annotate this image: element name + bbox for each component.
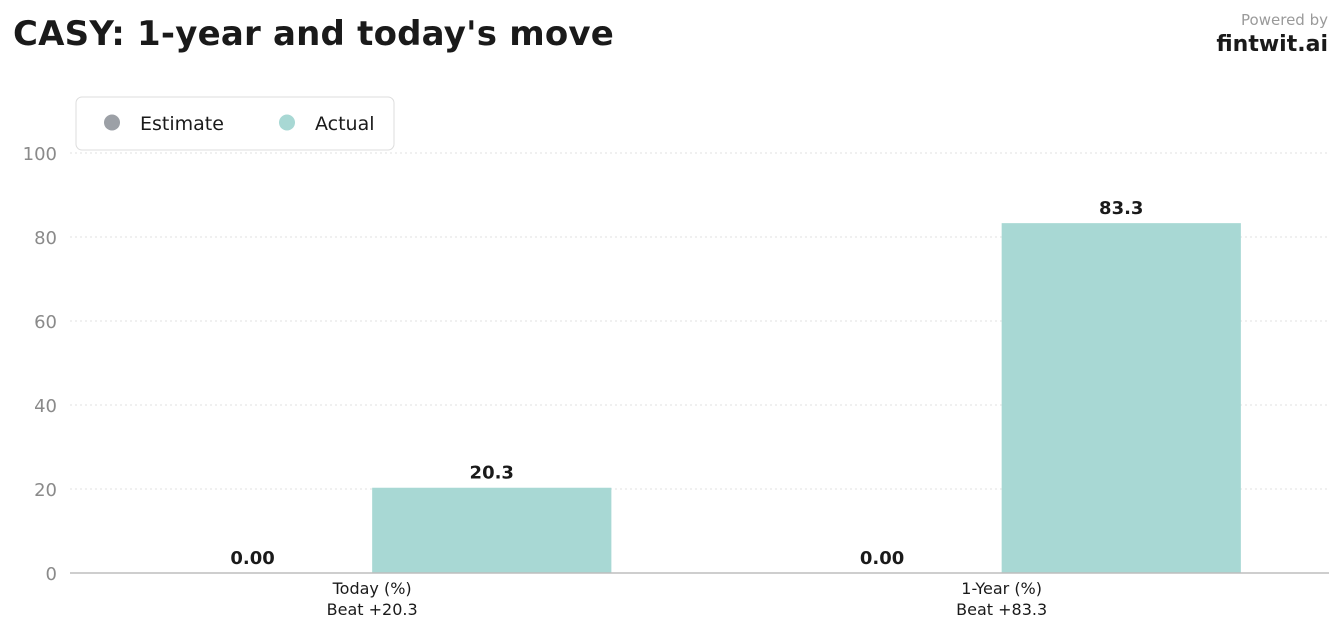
- legend-marker-actual: [279, 114, 295, 131]
- legend: Estimate Actual: [75, 96, 395, 151]
- legend-box: [75, 96, 395, 151]
- bar-actual: [1001, 223, 1241, 573]
- legend-marker-estimate: [104, 114, 120, 131]
- x-category-sublabel: Beat +83.3: [956, 600, 1047, 619]
- legend-label-estimate: Estimate: [140, 113, 224, 135]
- y-tick-label: 80: [34, 228, 57, 249]
- y-tick-label: 20: [34, 480, 57, 501]
- x-category-sublabel: Beat +20.3: [327, 600, 418, 619]
- data-label-actual: 20.3: [470, 463, 514, 484]
- labels-layer: 0.00 20.3 Today (%) Beat +20.3 0.00 83.3 1-Yea…: [230, 198, 1143, 619]
- axis-layer: 0 20 40 60 80 100: [23, 144, 1329, 585]
- y-tick-label: 0: [46, 564, 57, 585]
- brand-block: Powered by fintwit.ai: [1216, 11, 1328, 61]
- x-category-label: 1-Year (%): [961, 579, 1042, 598]
- powered-by-label: Powered by: [1241, 11, 1328, 29]
- y-tick-label: 100: [23, 144, 57, 165]
- y-tick-label: 40: [34, 396, 57, 417]
- brand-name: fintwit.ai: [1216, 32, 1328, 57]
- y-tick-label: 60: [34, 312, 57, 333]
- bar-actual: [372, 487, 612, 573]
- data-label-estimate: 0.00: [860, 548, 904, 569]
- x-category-label: Today (%): [332, 579, 412, 598]
- legend-label-actual: Actual: [315, 113, 375, 135]
- chart-title: CASY: 1-year and today's move: [13, 14, 615, 54]
- data-label-estimate: 0.00: [230, 548, 274, 569]
- data-label-actual: 83.3: [1099, 198, 1143, 219]
- bars-layer: [372, 223, 1241, 573]
